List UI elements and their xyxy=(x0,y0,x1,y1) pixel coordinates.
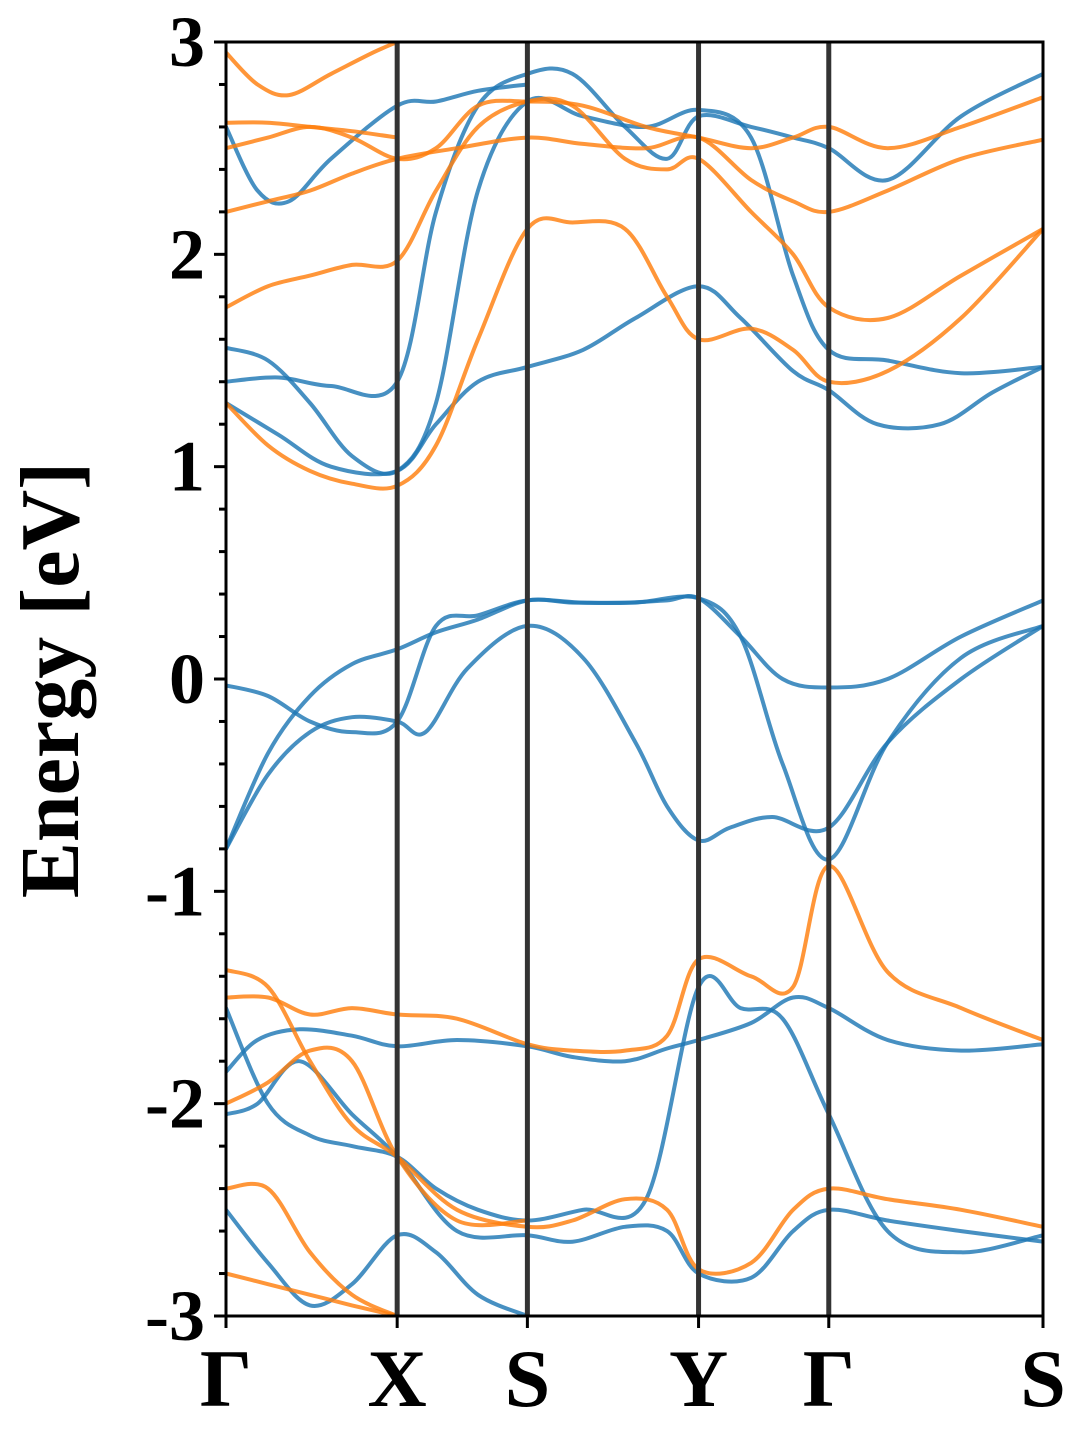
y-tick-label: 0 xyxy=(169,639,205,719)
x-tick-label: Γ xyxy=(200,1333,252,1424)
x-tick-label: Y xyxy=(669,1333,728,1424)
orange-band-16 xyxy=(226,42,400,98)
orange-band-12 xyxy=(226,96,1043,323)
blue-band-10 xyxy=(226,1207,530,1316)
x-tick-label: X xyxy=(368,1333,427,1424)
orange-band-13 xyxy=(226,134,1043,215)
blue-band-8 xyxy=(226,1059,1043,1284)
band-lines xyxy=(226,42,1043,1316)
y-axis-label: Energy [eV] xyxy=(4,462,97,898)
y-tick-label: 2 xyxy=(169,214,205,294)
orange-band-18 xyxy=(226,967,1043,1276)
blue-band-9 xyxy=(226,974,1043,1255)
y-tick-label: -2 xyxy=(145,1064,205,1144)
orange-band-21 xyxy=(226,1271,400,1316)
x-tick-label: S xyxy=(505,1333,551,1424)
orange-band-19 xyxy=(226,1045,530,1228)
y-axis-ticks: 3 2 1 0 -1 -2 -3 xyxy=(145,2,226,1356)
x-tick-label: S xyxy=(1020,1333,1066,1424)
orange-band-14 xyxy=(226,95,1043,162)
y-tick-label: -3 xyxy=(145,1276,205,1356)
orange-band-20 xyxy=(226,1181,400,1316)
high-symmetry-lines xyxy=(394,42,832,1316)
x-tick-label: Γ xyxy=(803,1333,855,1424)
blue-band-7 xyxy=(226,994,1043,1074)
orange-band-11 xyxy=(226,216,1043,491)
y-tick-label: -1 xyxy=(145,851,205,931)
y-tick-label: 3 xyxy=(169,2,205,82)
blue-band-1 xyxy=(226,623,1043,851)
y-tick-label: 1 xyxy=(169,427,205,507)
orange-band-17 xyxy=(226,863,1043,1054)
blue-band-2 xyxy=(226,594,1043,862)
orange-band-15 xyxy=(226,120,400,140)
